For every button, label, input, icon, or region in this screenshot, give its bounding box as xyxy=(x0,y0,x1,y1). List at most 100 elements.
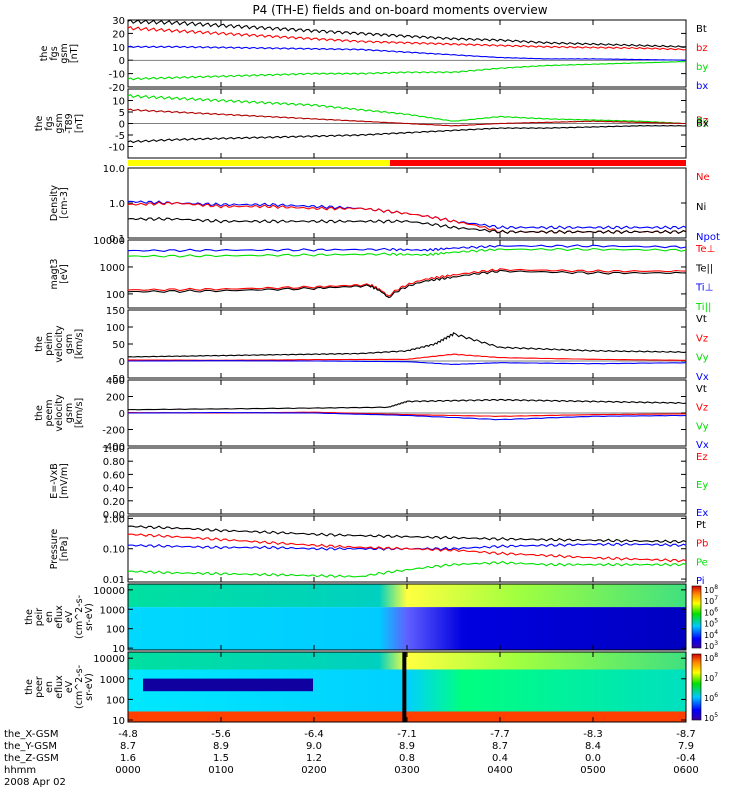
y-axis-label: gsm xyxy=(59,43,70,63)
heatmap-band xyxy=(128,652,686,670)
y-tick-label: 10 xyxy=(112,43,125,54)
legend-item-Vy: Vy xyxy=(696,421,709,432)
y-tick-label: -10 xyxy=(109,143,125,154)
axis-row-value: 0400 xyxy=(487,765,512,776)
y-axis-label: eV xyxy=(64,610,75,623)
axis-row-value: 1.2 xyxy=(306,753,322,764)
colorbar-exponent: 7 xyxy=(714,595,718,602)
legend-item-Ti⊥: Ti⊥ xyxy=(695,283,713,294)
y-tick-label: 200 xyxy=(106,393,125,404)
y-tick-label: 150 xyxy=(106,306,125,317)
y-tick-label: -200 xyxy=(102,426,125,437)
axis-row-value: -6.4 xyxy=(304,729,324,740)
y-tick-label: -20 xyxy=(109,83,125,94)
colorbar-exponent: 4 xyxy=(714,629,718,636)
y-axis-label: the xyxy=(24,609,35,625)
y-axis-label: Density xyxy=(49,185,60,221)
y-axis-label: gsm xyxy=(64,334,75,354)
axis-row-value: 0100 xyxy=(208,765,233,776)
legend-item-Pb: Pb xyxy=(696,539,708,550)
y-axis-label: [cm-3] xyxy=(59,187,70,218)
panel-pressure: 0.01 0.10 1.00 Pressure [nPa] Pt Pb Pe Pi xyxy=(49,514,708,587)
y-axis-label: en xyxy=(44,681,55,693)
axis-row-value: 0300 xyxy=(394,765,419,776)
axis-row-value: 0.8 xyxy=(399,753,415,764)
series-line-bz xyxy=(127,26,687,51)
axis-row-value: -7.7 xyxy=(490,729,510,740)
y-tick-label: 100 xyxy=(106,695,125,706)
y-tick-label: 10000 xyxy=(93,586,125,597)
y-axis-label: gsm xyxy=(54,113,65,133)
y-axis-label: eV xyxy=(64,680,75,693)
y-tick-label: 100 xyxy=(106,323,125,334)
y-tick-label: 0.01 xyxy=(103,575,125,586)
y-axis-label: the xyxy=(34,405,45,421)
panel-temperature: 100 1000 10000 magt3 [eV] Te⊥ Te|| Ti⊥ Ti|| xyxy=(49,236,715,313)
heatmap-band xyxy=(128,711,686,722)
colorbar-peer: 108 107 106 105 xyxy=(691,652,718,723)
heatmap-band xyxy=(128,584,686,608)
axis-row-value: 8.7 xyxy=(120,741,136,752)
y-axis-label: (cm^2-s- xyxy=(74,595,85,639)
y-axis-label: [eV] xyxy=(59,264,70,284)
series-line-Bz xyxy=(127,108,686,127)
y-tick-label: 5 xyxy=(119,108,125,119)
y-axis-label: peim xyxy=(44,332,55,356)
legend-item-Te⊥: Te⊥ xyxy=(695,244,715,255)
colorbar-label: 107 xyxy=(704,672,718,683)
legend-item-Ex: Ex xyxy=(696,508,708,519)
series-line-Vx xyxy=(128,412,687,421)
series-line-Pb xyxy=(127,533,687,563)
colorbar-label: 107 xyxy=(704,595,718,606)
y-tick-label: -10 xyxy=(109,70,125,81)
series-line-Bt xyxy=(127,19,687,48)
series-line-By xyxy=(127,94,686,125)
y-axis-label: the xyxy=(39,46,50,62)
y-axis-label: eflux xyxy=(54,675,65,699)
y-axis-label: [nT] xyxy=(69,44,80,63)
series-line-Te⊥ xyxy=(127,268,687,297)
axis-row-value: 0.4 xyxy=(492,753,508,764)
y-axis-label: gsm xyxy=(64,403,75,423)
legend-item-Ti||: Ti|| xyxy=(695,302,711,313)
legend-item-Vz: Vz xyxy=(696,333,708,344)
panel-peer: 108 107 106 105 10 100 1000 10000 the peer en eflux… xyxy=(24,651,718,727)
y-tick-label: 0.10 xyxy=(103,545,125,556)
colorbar-label: 105 xyxy=(704,618,718,629)
panel-velocity_peim: -50 0 50 100 150 the peim velocity gsm [km/s] Vt Vz… xyxy=(34,306,709,385)
y-axis-label: [km/s] xyxy=(74,398,85,428)
colorbar-exponent: 8 xyxy=(714,584,718,591)
figure-title: P4 (TH-E) fields and on-board moments ov… xyxy=(252,3,547,17)
y-tick-label: 20 xyxy=(112,29,125,40)
legend-item-by: by xyxy=(696,62,708,73)
axis-row-value: 8.7 xyxy=(492,741,508,752)
y-axis-label: [km/s] xyxy=(74,329,85,359)
y-axis-label: velocity xyxy=(54,394,65,432)
y-axis-label: (cm^2-s- xyxy=(74,665,85,709)
legend-item-Vx: Vx xyxy=(696,372,709,383)
y-tick-label: 1.00 xyxy=(103,514,125,525)
y-tick-label: 100 xyxy=(106,290,125,301)
colorbar-exponent: 6 xyxy=(714,692,718,699)
y-tick-label: 0.1 xyxy=(109,234,125,245)
y-axis-label: fgs xyxy=(49,46,60,60)
axis-row-value: 7.9 xyxy=(678,741,694,752)
y-tick-label: 0 xyxy=(119,357,125,368)
series-line-Ti⊥ xyxy=(127,244,687,253)
y-tick-label: 0 xyxy=(119,120,125,131)
panel-frame xyxy=(127,309,687,379)
y-axis-label: [nT] xyxy=(74,114,85,133)
y-tick-label: 0 xyxy=(119,56,125,67)
y-axis-label: sr-eV) xyxy=(84,603,95,631)
legend-item-Ey: Ey xyxy=(696,480,708,491)
legend-item-Pi: Pi xyxy=(696,576,705,587)
legend-item-bx: bx xyxy=(696,81,708,92)
y-tick-label: 10000 xyxy=(93,236,125,247)
axis-row-value: 0600 xyxy=(673,765,698,776)
axis-row-value: 0.0 xyxy=(585,753,601,764)
y-axis-label: peir xyxy=(34,608,45,627)
